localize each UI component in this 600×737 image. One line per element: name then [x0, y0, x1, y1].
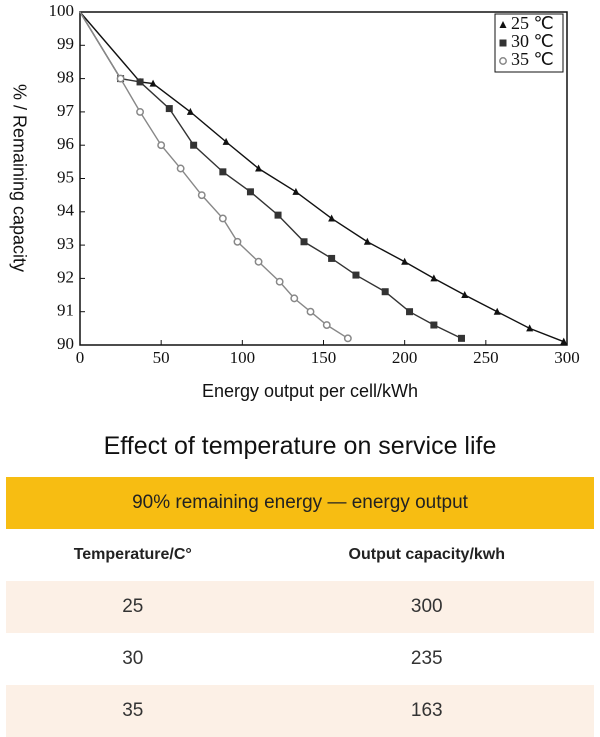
marker [526, 324, 534, 332]
marker [499, 21, 507, 28]
marker [343, 334, 352, 343]
marker [176, 164, 185, 173]
marker [218, 214, 227, 223]
cell: 235 [259, 633, 594, 685]
x-tick-label: 300 [554, 348, 580, 367]
marker [246, 188, 254, 196]
marker [197, 191, 206, 200]
y-tick-label: 94 [57, 201, 75, 220]
cell: 25 [6, 581, 260, 633]
y-tick-label: 99 [57, 34, 74, 53]
chart: Energy output per cell/kWh % / Remaining… [9, 1, 580, 401]
table-caption: 90% remaining energy — energy output [6, 477, 594, 529]
legend-label: 35 ℃ [511, 49, 554, 69]
marker [401, 257, 409, 265]
marker [322, 321, 331, 329]
x-tick-label: 50 [153, 348, 170, 367]
marker [275, 277, 284, 286]
marker [306, 307, 315, 316]
marker [493, 307, 501, 315]
x-tick-label: 200 [392, 348, 418, 367]
marker [406, 308, 414, 316]
marker [233, 237, 242, 246]
cell: 163 [259, 685, 594, 737]
marker [165, 105, 173, 113]
heading: Effect of temperature on service life [103, 432, 497, 460]
y-tick-label: 100 [49, 1, 75, 20]
legend-label: 30 ℃ [511, 31, 554, 51]
plot-frame [79, 11, 568, 346]
cell: 30 [6, 633, 260, 685]
page: {"chart_data": {"type": "scatter", "xlab… [6, 0, 594, 737]
marker [222, 137, 230, 145]
y-tick-label: 97 [57, 101, 75, 120]
marker [328, 254, 336, 262]
y-tick-label: 90 [57, 334, 74, 353]
marker [116, 74, 125, 83]
y-axis-label: % / Remaining capacity [9, 84, 29, 272]
marker [292, 187, 300, 195]
x-tick-label: 100 [230, 348, 256, 367]
marker [274, 211, 282, 219]
table: 90% remaining energy — energy output Tem… [6, 477, 594, 737]
marker [363, 237, 371, 245]
y-tick-label: 91 [57, 301, 74, 320]
y-tick-label: 98 [57, 68, 74, 87]
marker [290, 294, 299, 303]
marker [499, 57, 507, 65]
series-line [79, 11, 565, 343]
y-tick-label: 93 [57, 234, 74, 253]
marker [149, 79, 157, 87]
marker [430, 321, 438, 329]
marker [499, 39, 507, 47]
column-header: Output capacity/kwh [259, 529, 594, 581]
marker [219, 168, 227, 176]
marker [560, 337, 568, 345]
marker [461, 291, 469, 299]
marker [157, 141, 166, 150]
y-tick-label: 95 [57, 167, 74, 186]
cell: 35 [6, 685, 260, 737]
marker [186, 107, 194, 115]
x-tick-label: 150 [311, 348, 337, 367]
x-tick-label: 250 [473, 348, 499, 367]
legend-label: 25 ℃ [511, 13, 554, 33]
series-line [79, 11, 349, 339]
x-tick-label: 0 [76, 348, 85, 367]
column-header: Temperature/C° [6, 529, 260, 581]
marker [328, 214, 336, 222]
cell: 300 [259, 581, 594, 633]
marker [430, 274, 438, 282]
y-tick-label: 96 [57, 134, 74, 153]
series-line [79, 11, 462, 339]
marker [457, 334, 465, 342]
marker [136, 107, 145, 116]
marker [255, 164, 263, 172]
marker [254, 257, 263, 266]
marker [300, 238, 308, 246]
x-axis-label: Energy output per cell/kWh [202, 381, 418, 401]
marker [136, 78, 144, 86]
marker [381, 288, 389, 296]
marker [190, 141, 198, 149]
marker [352, 271, 360, 279]
y-tick-label: 92 [57, 267, 74, 286]
